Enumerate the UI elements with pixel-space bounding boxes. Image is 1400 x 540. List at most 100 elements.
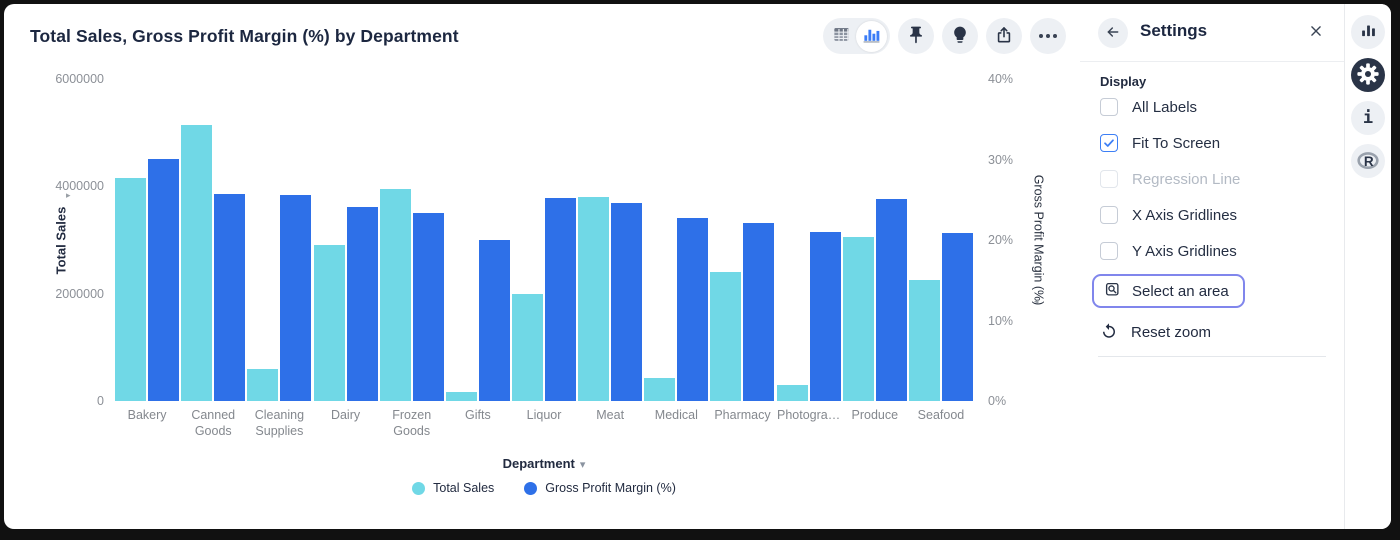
total-sales-bar[interactable] <box>908 280 940 401</box>
x-axis-category-label: Canned Goods <box>191 408 236 439</box>
checkbox-icon[interactable] <box>1100 98 1118 116</box>
checkbox-icon <box>1100 170 1118 188</box>
axis-tick-label: 40% <box>988 72 1014 86</box>
checkbox-fit-to-screen[interactable]: Fit To Screen <box>1080 125 1344 161</box>
divider <box>1098 356 1326 357</box>
gross-profit-margin-bar[interactable] <box>809 232 841 401</box>
total-sales-bar[interactable] <box>181 125 213 401</box>
checkbox-icon[interactable] <box>1100 206 1118 224</box>
total-sales-bar[interactable] <box>115 178 147 401</box>
axis-tick-label: 30% <box>988 152 1014 167</box>
bar-group[interactable] <box>842 79 908 401</box>
checkbox-icon[interactable] <box>1100 134 1118 152</box>
gross-profit-margin-bar[interactable] <box>941 233 973 401</box>
checkbox-label: All Labels <box>1132 98 1198 116</box>
x-axis-category-label: Dairy <box>330 408 361 422</box>
x-axis-category-label: Liquor <box>526 408 562 422</box>
bar-group[interactable] <box>511 79 577 401</box>
total-sales-bar[interactable] <box>644 378 676 401</box>
gross-profit-margin-bar[interactable] <box>412 213 444 401</box>
select-area-icon <box>1104 281 1122 302</box>
rail-settings-button[interactable] <box>1351 58 1385 92</box>
select-area-label: Select an area <box>1132 282 1229 300</box>
y-axis-title-left: Total Sales <box>53 206 69 274</box>
reset-zoom-button[interactable]: Reset zoom <box>1100 316 1211 348</box>
table-view-button[interactable] <box>826 21 856 51</box>
bar-group[interactable] <box>379 79 445 401</box>
legend-dot-icon <box>524 481 538 495</box>
checkbox-label: Regression Line <box>1132 170 1241 188</box>
total-sales-bar[interactable] <box>710 272 742 401</box>
checkbox-x-axis-gridlines[interactable]: X Axis Gridlines <box>1080 197 1344 233</box>
total-sales-bar[interactable] <box>842 237 874 401</box>
bar-group[interactable] <box>577 79 643 401</box>
axis-tick-label: 6000000 <box>55 72 104 86</box>
legend-item[interactable]: Gross Profit Margin (%) <box>524 481 676 495</box>
checkbox-icon[interactable] <box>1100 242 1118 260</box>
gross-profit-margin-bar[interactable] <box>214 194 246 401</box>
legend-dot-icon <box>412 481 426 495</box>
bar-group[interactable] <box>445 79 511 401</box>
arrow-left-icon <box>1105 24 1121 43</box>
reset-zoom-icon <box>1100 322 1118 343</box>
info-icon: i <box>1362 108 1374 128</box>
app-window: Total Sales, Gross Profit Margin (%) by … <box>4 4 1391 529</box>
select-area-button[interactable]: Select an area <box>1092 274 1245 308</box>
bar-group[interactable] <box>709 79 775 401</box>
total-sales-bar[interactable] <box>247 369 279 401</box>
x-axis-category-label: Gifts <box>465 408 491 422</box>
gross-profit-margin-bar[interactable] <box>743 223 775 401</box>
gross-profit-margin-bar[interactable] <box>280 195 312 401</box>
gross-profit-margin-bar[interactable] <box>148 159 180 401</box>
bar-group[interactable] <box>114 79 180 401</box>
total-sales-bar[interactable] <box>776 385 808 401</box>
rail-info-button[interactable]: i <box>1351 101 1385 135</box>
display-section-title: Display <box>1100 74 1147 89</box>
close-button[interactable] <box>1304 20 1328 44</box>
total-sales-bar[interactable] <box>313 245 345 401</box>
settings-header: Settings <box>1080 4 1344 62</box>
pin-button[interactable] <box>898 18 934 54</box>
gross-profit-margin-bar[interactable] <box>677 218 709 401</box>
settings-title: Settings <box>1140 21 1208 40</box>
chevron-down-icon: ▾ <box>579 459 586 471</box>
bar-group[interactable] <box>312 79 378 401</box>
axis-tick-label: 2000000 <box>55 286 104 301</box>
legend: Total Sales Gross Profit Margin (%) <box>114 481 974 495</box>
total-sales-bar[interactable] <box>512 294 544 401</box>
gross-profit-margin-bar[interactable] <box>478 240 510 401</box>
bar-group[interactable] <box>180 79 246 401</box>
share-button[interactable] <box>986 18 1022 54</box>
back-button[interactable] <box>1098 18 1128 48</box>
checkbox-all-labels[interactable]: All Labels <box>1080 89 1344 125</box>
y-axis-title-right: Gross Profit Margin (%) <box>1031 174 1045 306</box>
x-axis-category-label: Pharmacy <box>714 408 771 422</box>
x-axis-category-label: Frozen Goods <box>392 408 432 439</box>
axis-tick-label: 10% <box>988 313 1014 328</box>
bar-group[interactable] <box>643 79 709 401</box>
insights-button[interactable] <box>942 18 978 54</box>
total-sales-bar[interactable] <box>445 392 477 401</box>
checkbox-y-axis-gridlines[interactable]: Y Axis Gridlines <box>1080 233 1344 269</box>
legend-item[interactable]: Total Sales <box>412 481 494 495</box>
gross-profit-margin-bar[interactable] <box>611 203 643 401</box>
x-axis-title-label: Department <box>502 456 575 471</box>
gross-profit-margin-bar[interactable] <box>346 207 378 401</box>
total-sales-bar[interactable] <box>578 197 610 401</box>
x-axis-title[interactable]: Department ▾ <box>114 456 974 471</box>
bar-group[interactable] <box>776 79 842 401</box>
gross-profit-margin-bar[interactable] <box>875 199 907 401</box>
bar-group[interactable] <box>908 79 974 401</box>
x-axis-category-label: Photogra… <box>777 408 841 422</box>
rail-chart-button[interactable] <box>1351 15 1385 49</box>
share-icon <box>994 25 1014 48</box>
svg-text:R: R <box>1364 153 1374 168</box>
chart-view-button[interactable] <box>856 20 887 52</box>
bar-group[interactable] <box>246 79 312 401</box>
total-sales-bar[interactable] <box>379 189 411 401</box>
gross-profit-margin-bar[interactable] <box>545 198 577 401</box>
plot-area[interactable] <box>114 79 974 401</box>
rail-r-button[interactable]: R <box>1351 144 1385 178</box>
x-axis-labels: Bakery Canned Goods Cleaning Supplies Dairy… <box>114 407 974 440</box>
more-button[interactable] <box>1030 18 1066 54</box>
